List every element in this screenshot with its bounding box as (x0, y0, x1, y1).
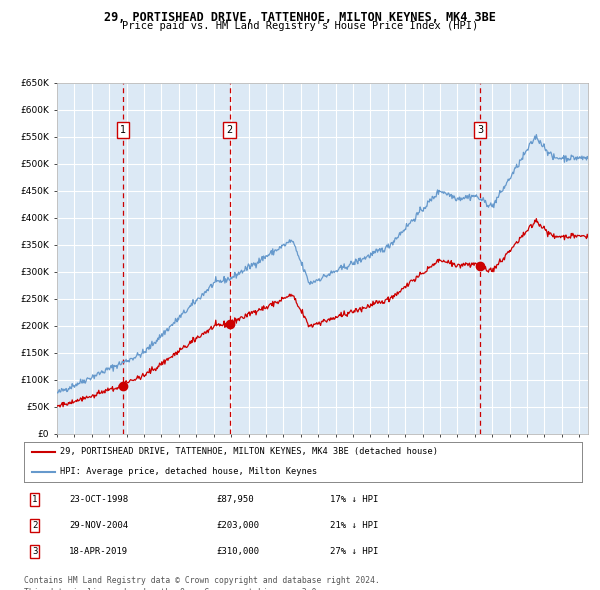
Text: 29-NOV-2004: 29-NOV-2004 (69, 521, 128, 530)
Text: 23-OCT-1998: 23-OCT-1998 (69, 495, 128, 504)
Text: 2: 2 (32, 521, 37, 530)
Text: 27% ↓ HPI: 27% ↓ HPI (330, 547, 379, 556)
Text: £310,000: £310,000 (216, 547, 259, 556)
Text: 17% ↓ HPI: 17% ↓ HPI (330, 495, 379, 504)
Text: 18-APR-2019: 18-APR-2019 (69, 547, 128, 556)
Text: 3: 3 (477, 125, 483, 135)
Text: £203,000: £203,000 (216, 521, 259, 530)
Text: Contains HM Land Registry data © Crown copyright and database right 2024.: Contains HM Land Registry data © Crown c… (24, 576, 380, 585)
Text: 29, PORTISHEAD DRIVE, TATTENHOE, MILTON KEYNES, MK4 3BE: 29, PORTISHEAD DRIVE, TATTENHOE, MILTON … (104, 11, 496, 24)
Text: 21% ↓ HPI: 21% ↓ HPI (330, 521, 379, 530)
Text: 29, PORTISHEAD DRIVE, TATTENHOE, MILTON KEYNES, MK4 3BE (detached house): 29, PORTISHEAD DRIVE, TATTENHOE, MILTON … (60, 447, 438, 457)
Text: 1: 1 (32, 495, 37, 504)
Text: This data is licensed under the Open Government Licence v3.0.: This data is licensed under the Open Gov… (24, 588, 322, 590)
Text: HPI: Average price, detached house, Milton Keynes: HPI: Average price, detached house, Milt… (60, 467, 317, 477)
Text: 2: 2 (226, 125, 233, 135)
Text: £87,950: £87,950 (216, 495, 254, 504)
Text: Price paid vs. HM Land Registry's House Price Index (HPI): Price paid vs. HM Land Registry's House … (122, 21, 478, 31)
Text: 1: 1 (120, 125, 127, 135)
Text: 3: 3 (32, 547, 37, 556)
